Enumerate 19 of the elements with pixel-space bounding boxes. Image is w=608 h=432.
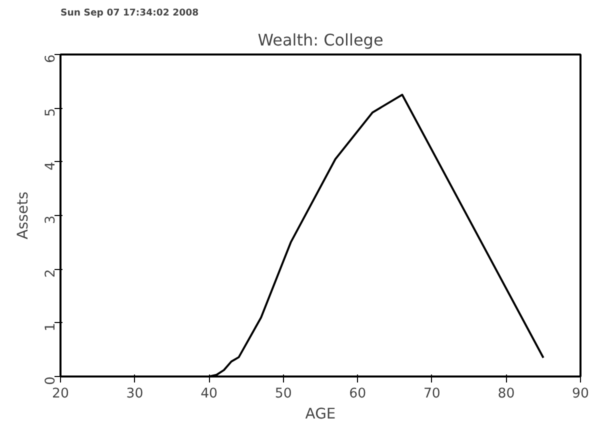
x-tick-label: 30 xyxy=(126,386,144,402)
x-tick-label: 80 xyxy=(498,386,515,402)
x-tick-label: 50 xyxy=(274,386,292,402)
x-tick-label: 60 xyxy=(349,386,366,402)
x-axis-title: AGE xyxy=(305,406,336,422)
y-tick-label: 3 xyxy=(44,215,58,224)
y-tick-label: 2 xyxy=(44,269,58,278)
y-tick-label: 5 xyxy=(44,108,58,117)
text: Sun Sep 07 17:34:02 2008 xyxy=(60,8,199,18)
x-tick-label: 20 xyxy=(52,386,69,402)
x-tick-label: 40 xyxy=(200,386,218,402)
y-axis-title: Assets xyxy=(14,192,32,240)
x-tick-label: 70 xyxy=(423,386,440,402)
x-tick-label: 90 xyxy=(572,386,589,402)
y-tick-label: 0 xyxy=(44,376,58,385)
y-tick-label: 4 xyxy=(44,162,58,170)
y-tick-label: 1 xyxy=(44,322,58,332)
y-tick-label: 6 xyxy=(44,54,58,63)
chart-title: Wealth: College xyxy=(258,30,384,50)
